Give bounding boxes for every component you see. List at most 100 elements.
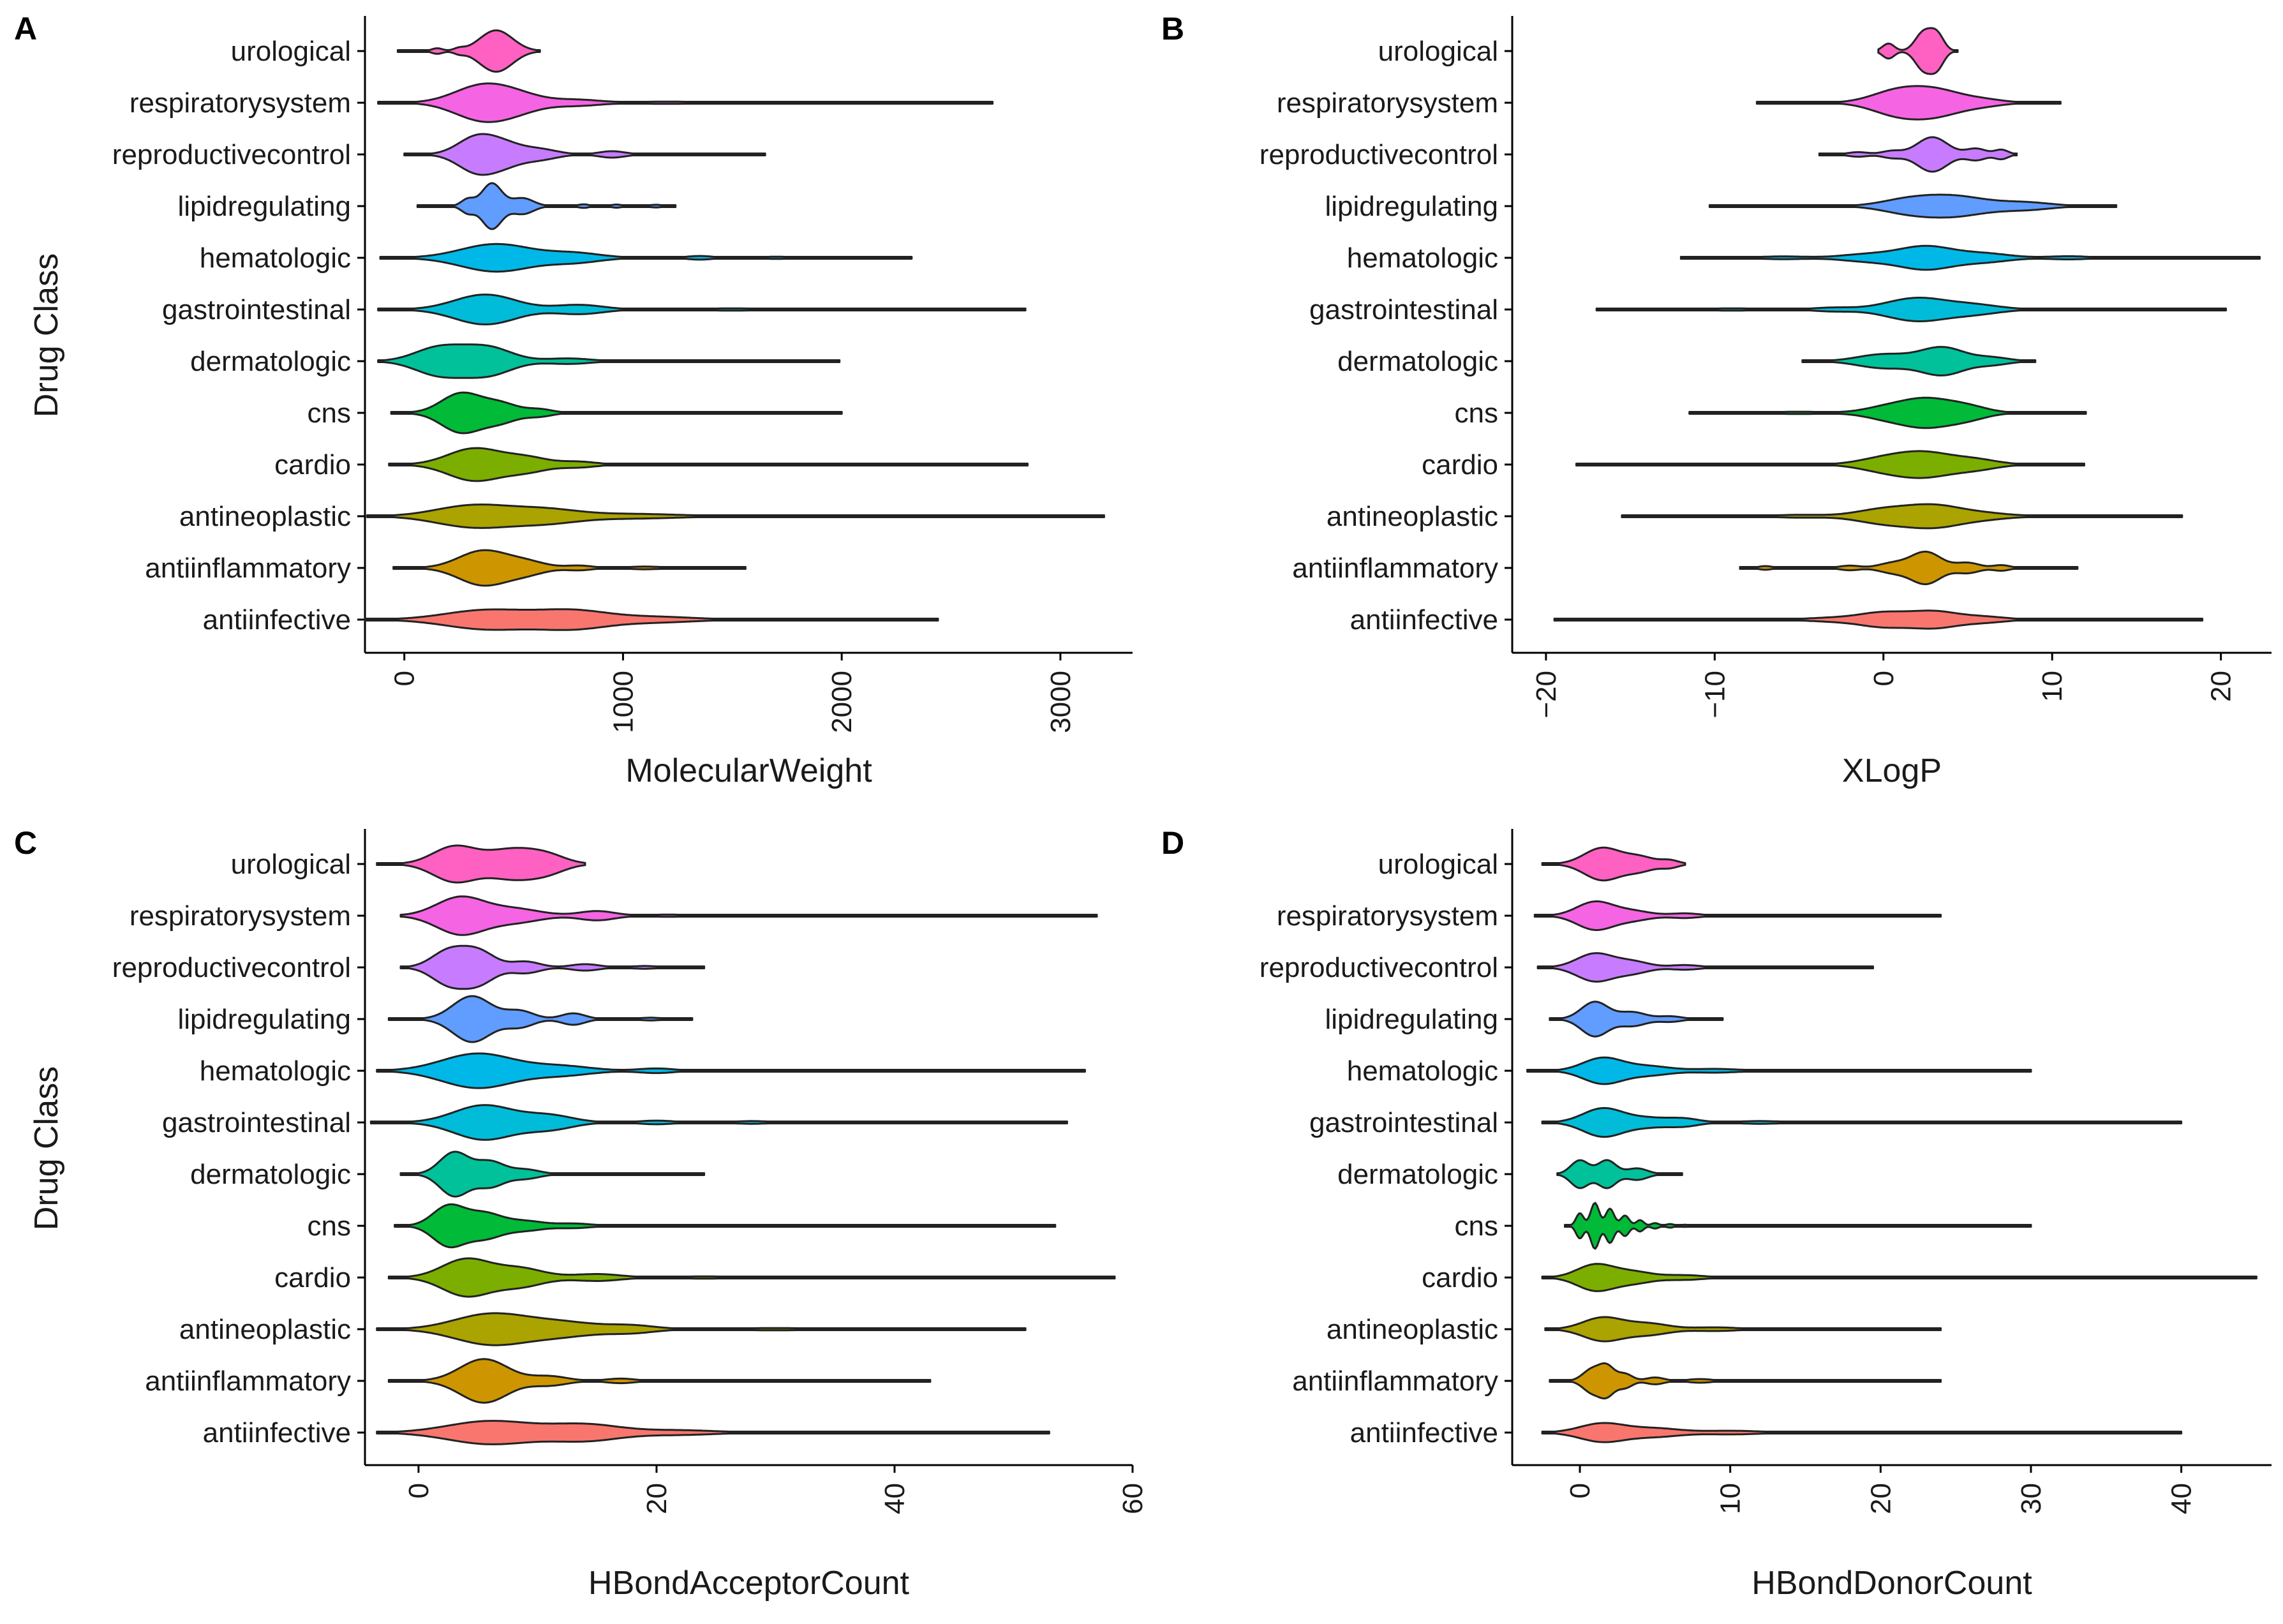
violin-antiinfective: [364, 608, 939, 631]
category-label-cns: cns: [1455, 398, 1498, 429]
x-tick-label: 10: [2037, 671, 2068, 702]
x-tick-label: 10: [1715, 1483, 1746, 1514]
violin-lipidregulating: [387, 995, 694, 1043]
violin-lipidregulating: [1549, 1001, 1724, 1038]
category-label-gastrointestinal: gastrointestinal: [162, 294, 351, 325]
category-label-hematologic: hematologic: [1347, 1055, 1498, 1087]
x-tick-label: 0: [403, 1483, 435, 1498]
panel-letter: D: [1161, 825, 1184, 861]
violin-antiinflammatory: [1739, 551, 2079, 585]
violin-lipidregulating: [1708, 193, 2118, 219]
x-axis-title: MolecularWeight: [625, 752, 872, 789]
x-tick-label: 2000: [826, 671, 858, 733]
violin-antiinfective: [1541, 1422, 2183, 1443]
violin-reproductivecontrol: [399, 944, 706, 990]
category-label-reproductivecontrol: reproductivecontrol: [112, 952, 351, 983]
violin-antineoplastic: [376, 1312, 1027, 1346]
violin-cns: [390, 391, 843, 435]
panel-letter: A: [14, 11, 37, 47]
category-label-lipidregulating: lipidregulating: [177, 1004, 351, 1035]
category-label-antineoplastic: antineoplastic: [179, 1314, 351, 1345]
category-label-antineoplastic: antineoplastic: [1327, 1314, 1498, 1345]
category-label-antiinfective: antiinfective: [1350, 604, 1498, 636]
violin-gastrointestinal: [1541, 1106, 2183, 1138]
category-label-respiratorysystem: respiratorysystem: [1277, 87, 1498, 119]
x-tick-label: 0: [1565, 1483, 1596, 1498]
violin-cardio: [388, 447, 1029, 482]
category-label-cns: cns: [308, 398, 351, 429]
category-label-hematologic: hematologic: [200, 1055, 351, 1087]
category-label-respiratorysystem: respiratorysystem: [1277, 900, 1498, 932]
category-label-antiinfective: antiinfective: [203, 1417, 351, 1449]
violin-lipidregulating: [416, 182, 677, 230]
category-label-antiinflammatory: antiinflammatory: [1292, 1366, 1498, 1397]
category-label-antiinflammatory: antiinflammatory: [145, 1366, 351, 1397]
x-tick-label: 3000: [1045, 671, 1076, 733]
category-label-gastrointestinal: gastrointestinal: [1309, 294, 1498, 325]
category-label-dermatologic: dermatologic: [190, 346, 351, 377]
category-label-lipidregulating: lipidregulating: [1325, 191, 1498, 222]
violin-urological: [376, 844, 586, 884]
category-label-urological: urological: [231, 849, 351, 880]
violin-cns: [1564, 1202, 2032, 1250]
violin-antiinfective: [376, 1420, 1050, 1445]
x-tick-label: 20: [641, 1483, 673, 1514]
x-axis-title: XLogP: [1842, 752, 1942, 789]
category-label-reproductivecontrol: reproductivecontrol: [1260, 139, 1498, 170]
panel-letter: C: [14, 825, 37, 861]
violin-respiratorysystem: [377, 82, 994, 123]
category-label-cns: cns: [308, 1211, 351, 1242]
violin-hematologic: [1679, 244, 2261, 271]
x-tick-label: 20: [1865, 1483, 1896, 1514]
category-label-antiinflammatory: antiinflammatory: [145, 553, 351, 584]
violin-gastrointestinal: [369, 1104, 1068, 1141]
violin-dermatologic: [1801, 346, 2037, 376]
violin-antineoplastic: [1544, 1316, 1942, 1343]
category-label-urological: urological: [1378, 849, 1498, 880]
x-tick-label: 20: [2206, 671, 2237, 702]
category-label-urological: urological: [1378, 36, 1498, 67]
violin-dermatologic: [399, 1151, 706, 1198]
violin-hematologic: [1526, 1056, 2032, 1085]
category-label-cardio: cardio: [274, 1262, 351, 1293]
category-label-lipidregulating: lipidregulating: [177, 191, 351, 222]
category-label-reproductivecontrol: reproductivecontrol: [1260, 952, 1498, 983]
violin-urological: [1541, 846, 1686, 882]
category-label-hematologic: hematologic: [200, 242, 351, 274]
category-label-urological: urological: [231, 36, 351, 67]
violin-antiinflammatory: [392, 549, 747, 587]
violin-reproductivecontrol: [1536, 952, 1874, 983]
category-label-dermatologic: dermatologic: [190, 1159, 351, 1190]
category-label-antineoplastic: antineoplastic: [1327, 501, 1498, 532]
violin-dermatologic: [1556, 1159, 1683, 1189]
violin-reproductivecontrol: [403, 133, 766, 176]
x-tick-label: 1000: [607, 671, 639, 733]
x-tick-label: 40: [879, 1483, 911, 1514]
violin-cardio: [1575, 450, 2085, 479]
violin-antiinfective: [1553, 609, 2204, 630]
y-axis-title: Drug Class: [28, 1066, 65, 1230]
x-tick-label: −10: [1699, 671, 1730, 719]
category-label-cns: cns: [1455, 1211, 1498, 1242]
x-tick-label: 60: [1117, 1483, 1149, 1514]
violin-antineoplastic: [1621, 503, 2183, 530]
x-tick-label: 40: [2166, 1483, 2197, 1514]
violin-respiratorysystem: [1755, 85, 2062, 121]
violin-hematologic: [376, 1052, 1086, 1089]
category-label-respiratorysystem: respiratorysystem: [130, 900, 351, 932]
category-label-lipidregulating: lipidregulating: [1325, 1004, 1498, 1035]
category-label-cardio: cardio: [274, 449, 351, 480]
violin-dermatologic: [377, 343, 841, 379]
category-label-antiinfective: antiinfective: [1350, 1417, 1498, 1449]
category-label-hematologic: hematologic: [1347, 242, 1498, 274]
violin-cardio: [1541, 1263, 2257, 1292]
x-tick-label: −20: [1531, 671, 1562, 719]
x-tick-label: 0: [1868, 671, 1900, 686]
category-label-cardio: cardio: [1422, 449, 1498, 480]
violin-gastrointestinal: [1595, 297, 2227, 322]
